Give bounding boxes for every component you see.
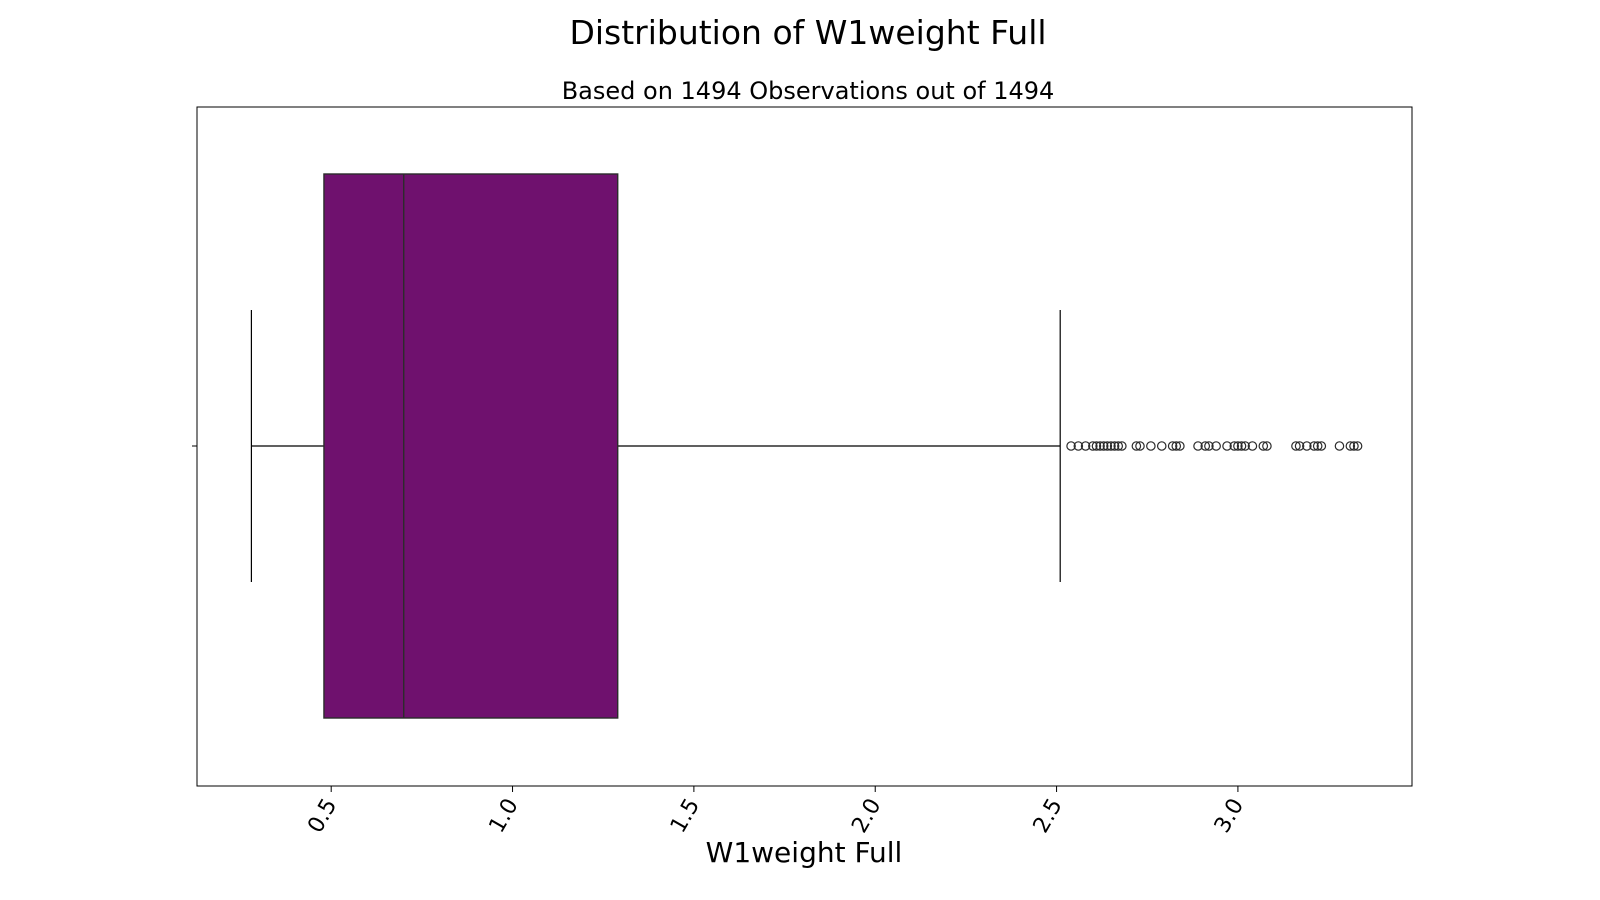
outlier-point — [1258, 441, 1269, 451]
box-group — [250, 173, 1061, 719]
x-tick-label: 2.0 — [847, 795, 886, 838]
outlier-point — [1309, 441, 1319, 451]
outlier-group — [1066, 441, 1363, 451]
outlier-point — [1073, 441, 1084, 451]
x-axis-label: W1weight Full — [706, 836, 903, 869]
outlier-point — [1131, 441, 1142, 451]
outlier-point — [1156, 441, 1167, 451]
outlier-point — [1146, 441, 1156, 451]
outlier-point — [1117, 441, 1127, 451]
outlier-point — [1193, 441, 1203, 451]
outlier-point — [1345, 441, 1356, 451]
outlier-point — [1312, 441, 1323, 451]
x-tick-label: 0.5 — [303, 795, 342, 838]
outlier-point — [1294, 441, 1305, 451]
outlier-point — [1088, 441, 1098, 451]
outlier-point — [1352, 441, 1363, 451]
outlier-point — [1302, 441, 1312, 451]
outlier-point — [1167, 441, 1178, 451]
outlier-point — [1262, 441, 1272, 451]
outlier-point — [1316, 441, 1327, 451]
chart-subtitle: Based on 1494 Observations out of 1494 — [562, 77, 1055, 105]
outlier-point — [1109, 441, 1120, 451]
outlier-point — [1175, 441, 1185, 451]
outlier-point — [1233, 441, 1243, 451]
outlier-point — [1229, 441, 1240, 451]
outlier-point — [1098, 441, 1109, 451]
outlier-point — [1102, 441, 1113, 451]
outlier-point — [1113, 441, 1124, 451]
iqr-box — [323, 173, 619, 719]
outlier-point — [1095, 441, 1105, 451]
outlier-point — [1211, 441, 1221, 451]
chart-title: Distribution of W1weight Full — [569, 13, 1046, 52]
outlier-point — [1091, 441, 1102, 451]
outlier-point — [1222, 441, 1232, 451]
outlier-point — [1247, 441, 1258, 451]
outlier-point — [1349, 441, 1359, 451]
outlier-point — [1135, 441, 1145, 451]
outlier-point — [1080, 441, 1091, 451]
outlier-point — [1106, 441, 1116, 451]
outlier-point — [1200, 441, 1211, 451]
outlier-point — [1291, 441, 1301, 451]
outlier-point — [1204, 441, 1214, 451]
outlier-point — [1171, 441, 1182, 451]
outlier-point — [1066, 441, 1076, 451]
x-tick-label: 1.0 — [485, 795, 524, 838]
x-tick-label: 3.0 — [1210, 795, 1249, 838]
outlier-point — [1240, 441, 1250, 451]
x-tick-label: 1.5 — [666, 795, 705, 838]
x-tick-label: 2.5 — [1029, 795, 1068, 838]
outlier-point — [1334, 441, 1345, 451]
outlier-point — [1236, 441, 1247, 451]
